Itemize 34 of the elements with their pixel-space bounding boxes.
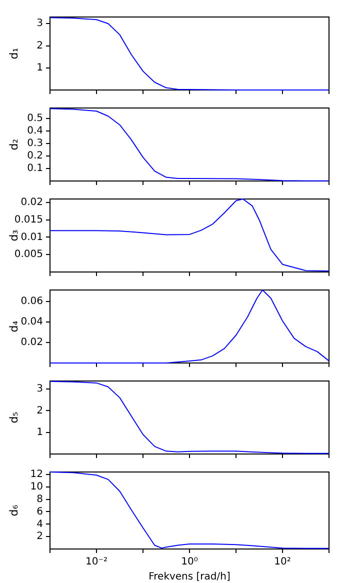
y-axis-title: d₁ — [7, 48, 20, 60]
x-tick-label: 10² — [274, 556, 291, 568]
y-tick-label: 8 — [36, 494, 43, 505]
y-tick-label: 0.005 — [14, 249, 43, 260]
y-tick-label: 12 — [30, 469, 43, 480]
y-tick-label: 3 — [36, 18, 43, 30]
y-tick-label: 0.4 — [27, 126, 43, 137]
x-axis-title: Frekvens [rad/h] — [148, 572, 230, 583]
y-tick-label: 2 — [36, 40, 43, 52]
y-tick-label: 0.06 — [20, 296, 43, 307]
y-tick-label: 0.1 — [27, 163, 43, 174]
y-tick-label: 0.3 — [27, 138, 43, 150]
y-tick-label: 0.015 — [14, 214, 43, 226]
y-tick-label: 1 — [36, 426, 43, 438]
y-tick-label: 0.01 — [20, 232, 43, 243]
y-tick-label: 1 — [36, 62, 43, 74]
y-tick-label: 3 — [36, 384, 43, 395]
y-tick-label: 0.02 — [20, 197, 43, 208]
y-axis-title: d₅ — [7, 412, 20, 424]
y-axis-title: d₆ — [7, 504, 20, 516]
y-tick-label: 0.2 — [27, 150, 43, 162]
x-tick-label: 10⁻² — [85, 556, 108, 568]
y-axis-title: d₃ — [7, 230, 20, 242]
y-tick-label: 0.5 — [27, 113, 43, 124]
y-tick-label: 0.02 — [20, 337, 43, 348]
y-tick-label: 4 — [36, 518, 43, 530]
x-tick-label: 10⁰ — [181, 556, 198, 568]
y-tick-label: 10 — [30, 481, 43, 492]
y-tick-label: 0.04 — [20, 316, 43, 328]
y-tick-label: 2 — [36, 405, 43, 416]
y-tick-label: 6 — [36, 506, 43, 518]
y-tick-label: 2 — [36, 531, 43, 542]
y-axis-title: d₂ — [7, 138, 20, 150]
y-axis-title: d₄ — [7, 320, 20, 332]
